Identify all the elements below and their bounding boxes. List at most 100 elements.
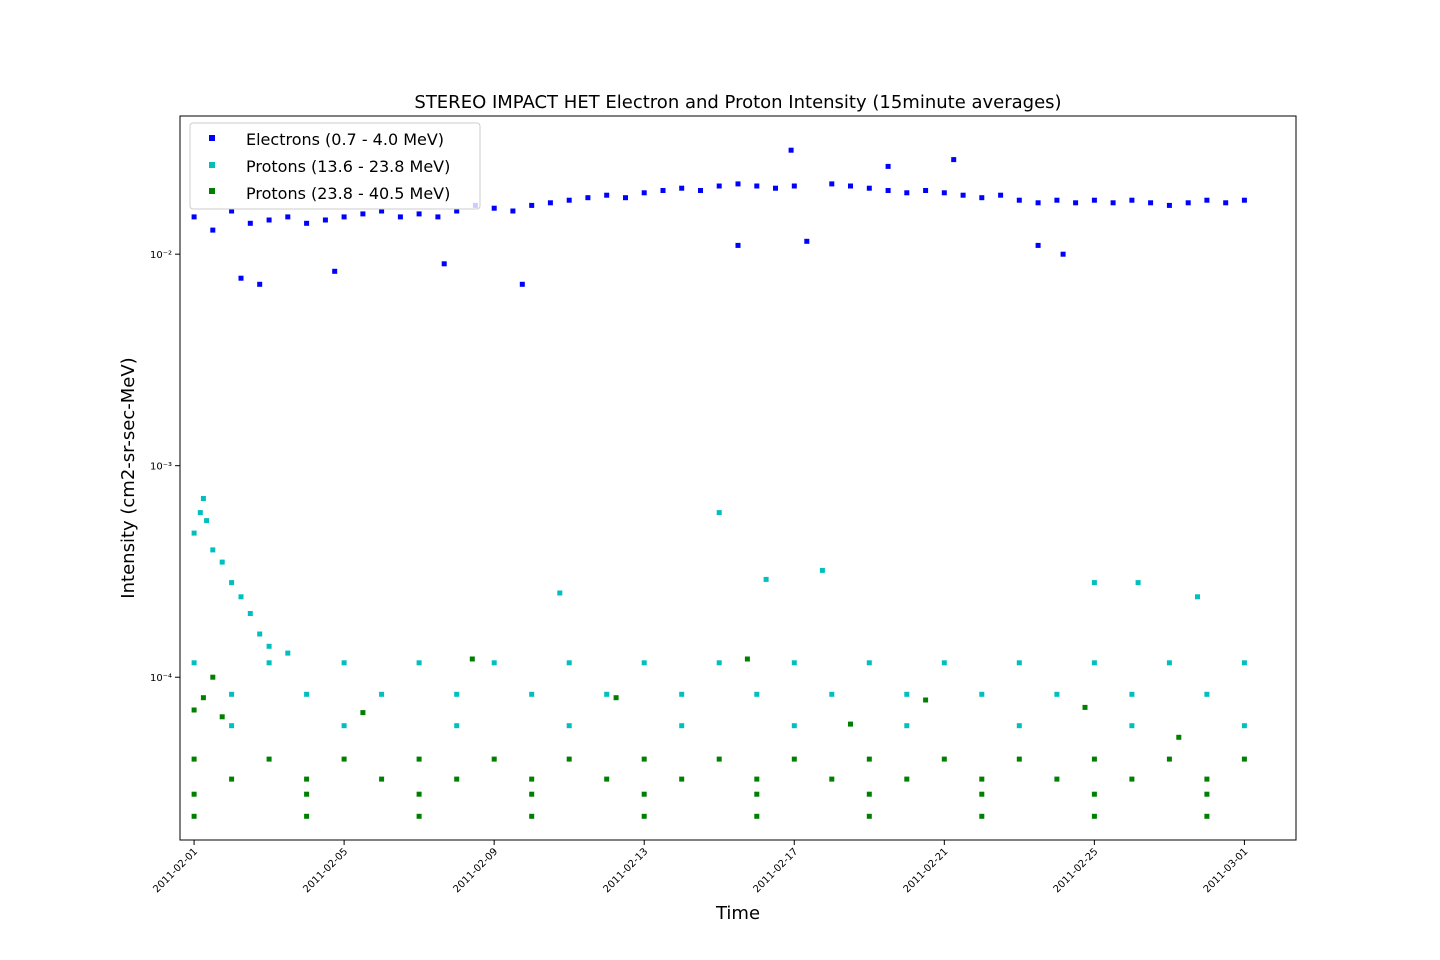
series-1-point-7: [238, 594, 244, 600]
series-2-point-17: [1166, 756, 1172, 762]
series-0-point-43: [1016, 197, 1022, 203]
series-1-point-3: [204, 518, 210, 524]
series-0-point-25: [660, 188, 666, 193]
series-1-point-21: [866, 660, 872, 666]
series-0-point-51: [1166, 202, 1172, 208]
series-1-point-23: [1016, 660, 1022, 666]
series-1-point-57: [1195, 594, 1200, 600]
series-0-point-31: [773, 185, 778, 191]
legend-label-protons-low: Protons (13.6 - 23.8 MeV): [246, 157, 450, 176]
series-2-point-58: [360, 710, 366, 716]
series-2-point-38: [754, 791, 760, 797]
series-2-point-23: [529, 776, 535, 782]
series-2-point-2: [210, 674, 216, 680]
series-0-point-24: [641, 190, 647, 196]
series-0-point-65: [951, 157, 957, 163]
series-1-point-28: [304, 691, 310, 697]
series-1-point-26: [1241, 660, 1247, 666]
series-1-point-31: [529, 691, 535, 697]
series-0-point-6: [304, 220, 310, 226]
series-0-point-53: [1204, 197, 1210, 203]
series-0-point-23: [623, 195, 628, 201]
series-0-point-34: [848, 183, 853, 189]
series-0-point-13: [435, 214, 441, 220]
series-2-point-24: [604, 776, 610, 782]
series-2-point-22: [454, 776, 460, 782]
series-2-point-52: [1204, 813, 1210, 819]
series-1-point-32: [604, 691, 610, 697]
series-1-point-9: [257, 631, 263, 637]
series-1-point-4: [210, 547, 216, 553]
series-2-point-45: [416, 813, 422, 819]
series-2-point-56: [923, 697, 929, 703]
series-1-point-36: [904, 691, 910, 697]
series-1-point-46: [791, 723, 797, 729]
series-0-point-19: [547, 200, 553, 206]
series-1-point-27: [229, 691, 235, 697]
series-2-point-13: [866, 756, 872, 762]
series-1-point-5: [219, 559, 225, 565]
series-1-point-6: [229, 580, 235, 586]
series-2-point-46: [529, 813, 535, 819]
series-1-point-1: [197, 510, 203, 516]
series-1-point-15: [416, 660, 422, 666]
series-1-point-17: [566, 660, 572, 666]
series-0-point-63: [804, 238, 810, 244]
series-0-point-41: [979, 195, 985, 201]
series-0-point-4: [266, 217, 272, 223]
series-1-point-24: [1091, 660, 1097, 666]
series-2-point-1: [200, 695, 206, 701]
series-0-point-36: [885, 188, 891, 193]
series-0-point-27: [698, 188, 703, 193]
series-2-point-0: [191, 707, 197, 713]
series-2-point-9: [566, 756, 572, 762]
series-2-point-7: [416, 756, 422, 762]
series-0-point-14: [454, 208, 460, 214]
series-2-point-18: [1241, 756, 1247, 762]
series-1-point-37: [979, 691, 985, 697]
series-1-point-41: [229, 723, 235, 729]
series-2-point-32: [1204, 776, 1210, 782]
points-layer: [191, 147, 1247, 819]
series-2-point-19: [229, 776, 235, 782]
series-2-point-51: [1091, 813, 1097, 819]
series-0-point-21: [585, 195, 591, 201]
series-2-point-60: [1176, 734, 1182, 740]
series-1-point-16: [491, 660, 497, 666]
legend-marker-electrons: [209, 135, 215, 141]
y-tick-label-2: 10⁻²: [150, 250, 172, 261]
series-2-point-10: [641, 756, 647, 762]
series-0-point-42: [998, 192, 1004, 198]
series-0-point-67: [1060, 251, 1066, 257]
series-0-point-38: [923, 188, 929, 193]
series-2-point-25: [679, 776, 685, 782]
series-0-point-33: [829, 181, 835, 187]
series-2-point-20: [304, 776, 310, 782]
series-2-point-57: [1082, 704, 1088, 710]
series-0-point-17: [510, 208, 516, 214]
series-2-point-36: [529, 791, 535, 797]
series-2-point-47: [641, 813, 647, 819]
series-0-point-49: [1129, 197, 1135, 203]
series-1-point-13: [266, 660, 272, 666]
series-0-point-11: [397, 214, 403, 220]
chart-title: STEREO IMPACT HET Electron and Proton In…: [414, 92, 1061, 113]
series-2-point-34: [304, 791, 310, 797]
series-2-point-5: [266, 756, 272, 762]
series-0-point-8: [341, 214, 347, 220]
series-1-point-47: [904, 723, 910, 729]
series-0-point-56: [238, 275, 244, 281]
x-axis-label: Time: [715, 903, 760, 924]
series-0-point-9: [360, 211, 366, 217]
series-2-point-16: [1091, 756, 1097, 762]
series-0-point-46: [1073, 200, 1079, 206]
series-2-point-33: [191, 791, 197, 797]
series-0-point-40: [960, 192, 966, 198]
series-2-point-54: [744, 656, 750, 662]
series-1-point-43: [454, 723, 460, 729]
series-0-point-35: [866, 185, 872, 191]
series-2-point-44: [304, 813, 310, 819]
series-0-point-50: [1148, 200, 1154, 206]
series-0-point-39: [941, 190, 947, 196]
